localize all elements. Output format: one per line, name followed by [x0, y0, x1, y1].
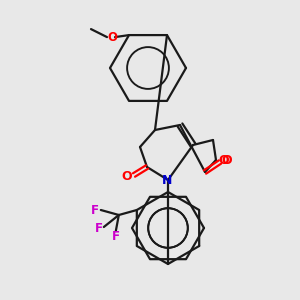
Text: F: F	[112, 230, 120, 244]
Text: O: O	[122, 169, 132, 182]
Text: O: O	[219, 154, 229, 167]
Text: O: O	[107, 31, 117, 44]
Text: O: O	[222, 154, 232, 166]
Text: F: F	[91, 203, 99, 217]
Text: N: N	[162, 175, 172, 188]
Text: F: F	[95, 223, 103, 236]
